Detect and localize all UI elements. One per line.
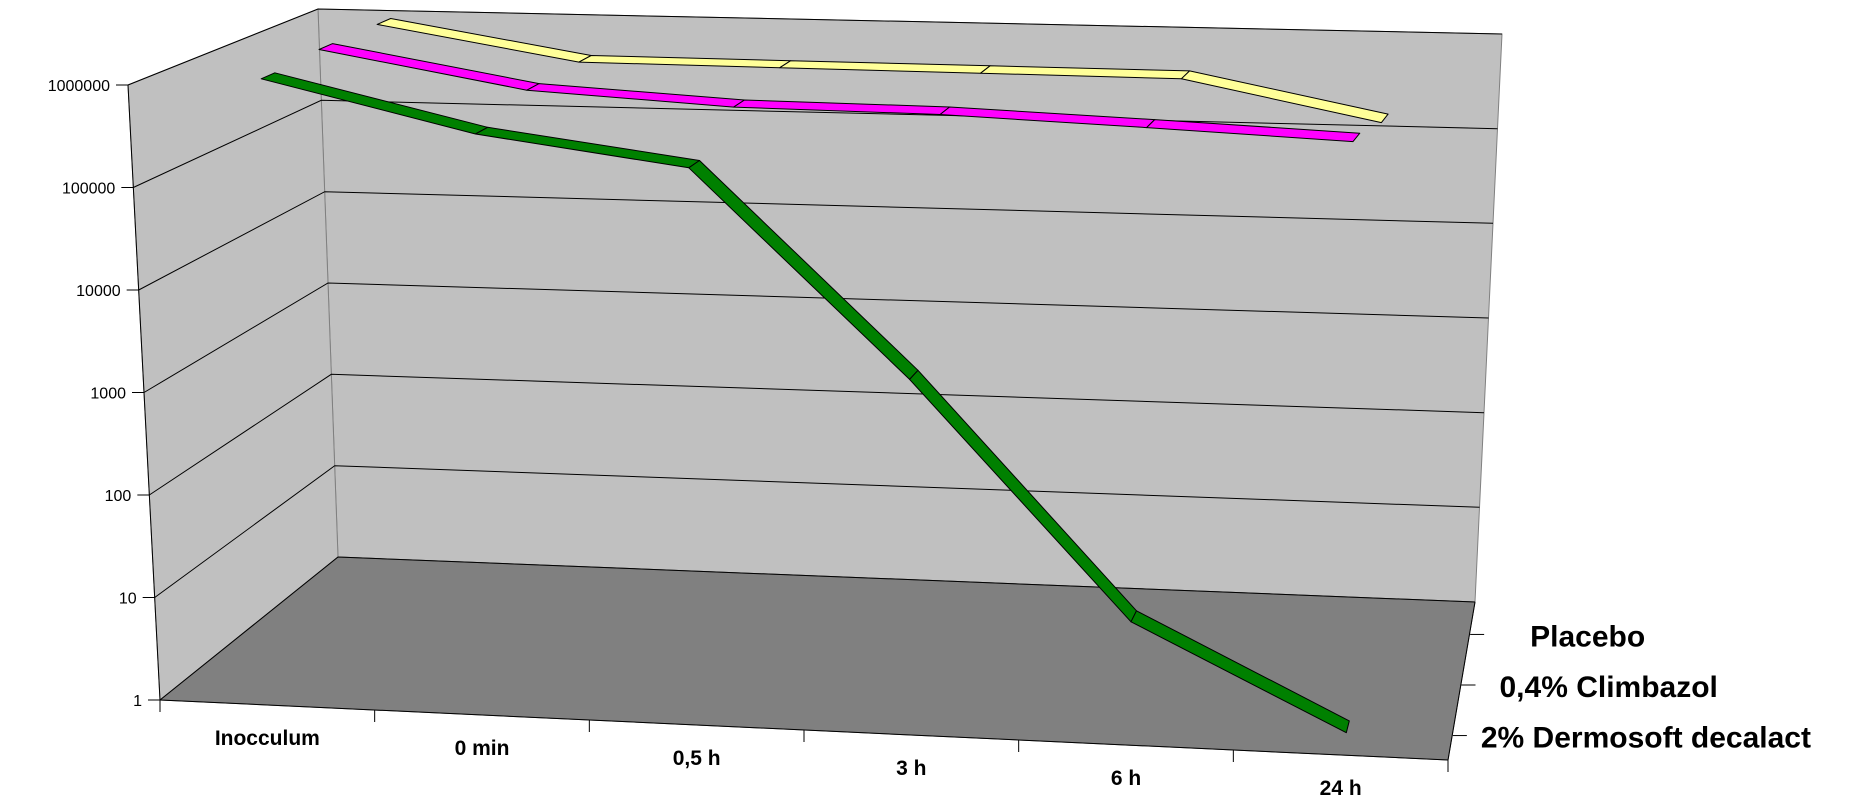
x-tick-label: 3 h	[896, 757, 926, 780]
series-ribbons	[260, 18, 1389, 734]
series-labels: Placebo 0,4% Climbazol 2% Dermosoft decala…	[1452, 620, 1811, 755]
x-tick-label: Inocculum	[215, 727, 320, 750]
y-tick-label: 100000	[62, 181, 115, 198]
gridline	[159, 556, 1476, 701]
gridline	[143, 282, 1489, 393]
series-label: 0,4% Climbazol	[1500, 671, 1718, 704]
series-segment	[1130, 610, 1350, 734]
x-tick-label: 0 min	[455, 737, 510, 760]
gridline	[154, 465, 1480, 598]
gridline	[149, 373, 1485, 496]
gridline	[127, 8, 1503, 86]
y-tick-label: 10	[119, 591, 137, 608]
series-label: 2% Dermosoft decalact	[1481, 722, 1811, 755]
x-tick-label: 0,5 h	[673, 747, 721, 770]
series-segment	[1146, 119, 1361, 143]
depth-axis-line	[1447, 601, 1476, 761]
back-wall	[317, 8, 1503, 603]
y-tick-label: 1000000	[48, 78, 110, 95]
x-tick-label: 6 h	[1111, 767, 1141, 790]
series-label: Placebo	[1530, 620, 1645, 653]
x-tick-label: 24 h	[1320, 777, 1362, 800]
x-axis-ticks: Inocculum 0 min 0,5 h 3 h 6 h 24 h	[159, 700, 1449, 800]
y-tick-label: 100	[105, 488, 132, 505]
y-tick-label: 10000	[76, 283, 121, 300]
chart-walls	[127, 8, 1503, 761]
y-axis-ticks: 1 10 100 1000 10000 100000 1000000	[48, 78, 160, 710]
y-tick-label: 1000	[90, 386, 126, 403]
series-segment	[1180, 70, 1389, 124]
gridline	[138, 191, 1494, 291]
y-tick-label: 1	[133, 693, 142, 710]
